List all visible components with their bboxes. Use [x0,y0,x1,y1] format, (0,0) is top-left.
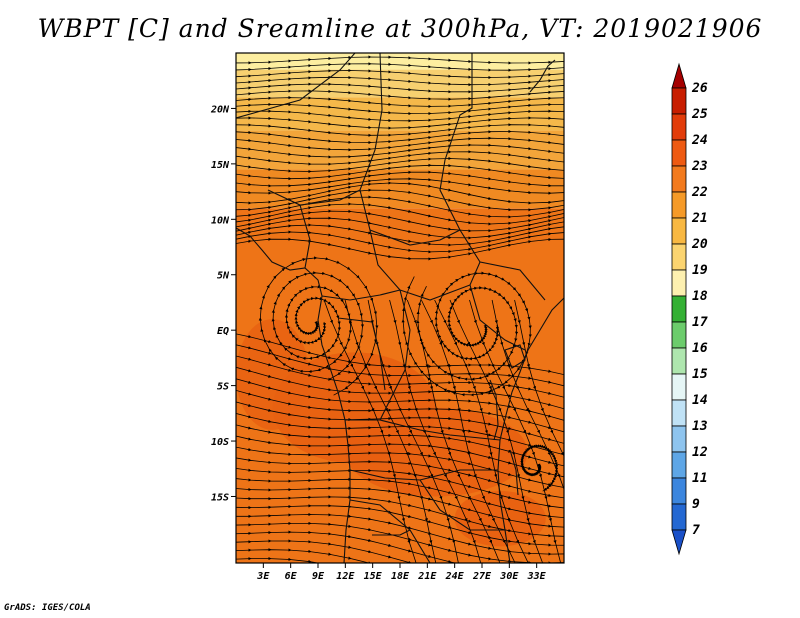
colorbar-segment [671,399,687,427]
lon-tick-label: 12E [336,571,355,582]
colorbar-segment [671,451,687,479]
colorbar-label: 23 [691,159,708,174]
grads-credit: GrADS: IGES/COLA [4,603,91,613]
colorbar-label: 24 [691,133,708,148]
lon-tick-label: 3E [256,571,270,582]
colorbar-label: 19 [692,263,708,278]
colorbar-segment [671,503,687,531]
colorbar-segment [671,191,687,219]
colorbar-label: 9 [692,497,700,512]
lat-tick-label: 20N [210,104,230,115]
colorbar-bottom-arrow [671,529,687,556]
streamlines [236,55,564,563]
lat-tick-label: 15S [211,492,229,503]
colorbar-segment [671,243,687,271]
lon-tick-label: 30E [499,571,519,582]
border-16 [372,529,411,536]
colorbar-segment [671,269,687,297]
lon-tick-label: 27E [472,571,492,582]
lon-tick-label: 6E [285,571,298,582]
country-borders [236,53,564,563]
colorbar-top-arrow [671,62,687,89]
colorbar-segment [671,87,687,115]
lat-tick-label: 15N [211,160,230,171]
lon-tick-label: 24E [445,571,465,582]
colorbar-label: 7 [692,523,700,538]
colorbar-label: 20 [691,237,708,252]
lon-tick-label: 15E [364,571,383,582]
border-10 [379,289,411,421]
lon-tick-label: 9E [312,571,325,582]
border-14 [349,499,431,563]
border-12 [345,419,501,441]
lake-tanganyika [489,379,499,441]
vortex-west [258,256,379,396]
colorbar-segment [671,165,687,193]
border-5 [299,204,311,269]
border-15 [419,479,505,531]
border-6 [369,229,461,246]
lon-tick-label: 33E [527,571,547,582]
wbpt-field [236,53,564,563]
lat-tick-label: EQ [217,326,229,337]
border-11 [469,284,526,351]
lon-axis: 3E 6E 9E 12E 15E 18E 21E 24E 27E 30E 33E [256,563,547,582]
streamline-south [236,548,552,563]
lon-tick-label: 18E [391,571,410,582]
colorbar-label: 22 [691,185,708,200]
border-7 [399,261,546,301]
border-9 [337,317,386,391]
colorbar: 26 25 24 23 22 21 20 19 18 17 16 15 14 13 12 11 9 7 [671,62,708,556]
coastline-west [236,227,351,563]
lake-malawi [509,449,519,496]
colorbar-label: 13 [692,419,708,434]
lat-tick-label: 5N [217,271,230,282]
streamline-north [236,237,564,261]
lon-tick-label: 21E [417,571,437,582]
streamline-south [236,556,552,563]
border-1 [236,53,356,119]
colorbar-label: 26 [691,81,708,96]
coastline-east [497,297,564,563]
colorbar-segment [671,139,687,167]
colorbar-label: 21 [691,211,708,226]
colorbar-segment [671,217,687,245]
border-4 [267,189,361,206]
chart-title: WBPT [C] and Sreamline at 300hPa, VT: 20… [37,14,763,43]
lat-tick-label: 10N [211,215,230,226]
colorbar-label: 25 [691,107,708,122]
colorbar-segment [671,295,687,323]
colorbar-segment [671,477,687,505]
colorbar-segment [671,347,687,375]
vortex-east [401,271,532,397]
field-patch-1 [345,407,528,497]
border-8 [321,289,401,301]
colorbar-label: 16 [692,341,708,356]
colorbar-segment [671,373,687,401]
lat-axis: 20N 15N 10N 5N EQ 5S 10S 15S [210,104,236,503]
lake-victoria [504,344,526,369]
colorbar-label: 17 [692,315,708,330]
colorbar-segment [671,425,687,453]
lat-tick-label: 5S [217,382,229,393]
colorbar-label: 15 [692,367,708,382]
colorbar-label: 14 [692,393,708,408]
colorbar-label: 18 [692,289,708,304]
colorbar-label: 12 [692,445,708,460]
red-sea-coast [529,59,556,93]
vortex-southeast [520,444,559,492]
colorbar-segment [671,321,687,349]
colorbar-label: 11 [692,471,708,486]
field-patch-2 [236,319,309,430]
colorbar-segment [671,113,687,141]
lat-tick-label: 10S [211,437,229,448]
field-band-2 [236,97,564,131]
